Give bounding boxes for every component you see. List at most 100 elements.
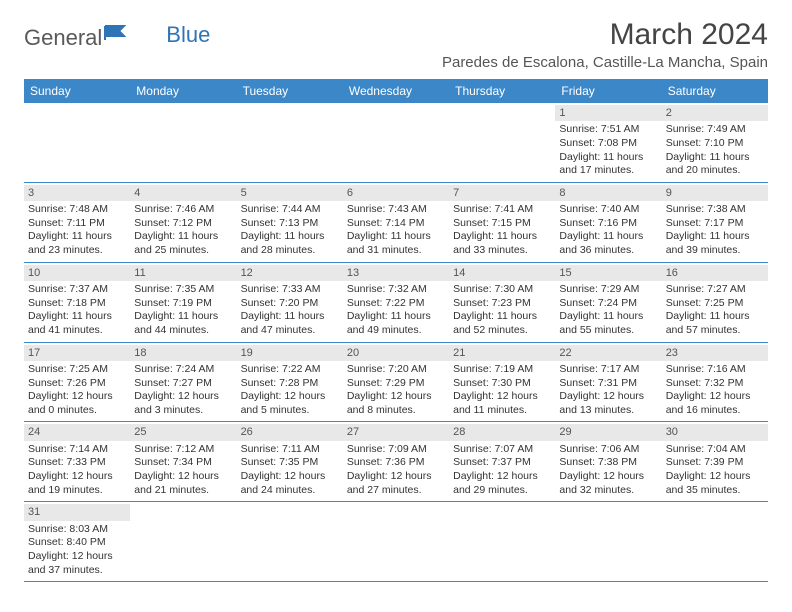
sunrise-text: Sunrise: 7:27 AM [666,283,764,297]
day-number: 19 [237,345,343,361]
day-number: 28 [449,424,555,440]
month-title: March 2024 [442,18,768,52]
day-number: 3 [24,185,130,201]
sunset-text: Sunset: 7:38 PM [559,456,657,470]
day-cell: 26Sunrise: 7:11 AMSunset: 7:35 PMDayligh… [237,422,343,501]
week-row: 1Sunrise: 7:51 AMSunset: 7:08 PMDaylight… [24,103,768,183]
sunset-text: Sunset: 7:16 PM [559,217,657,231]
sunrise-text: Sunrise: 7:12 AM [134,443,232,457]
day-cell: 20Sunrise: 7:20 AMSunset: 7:29 PMDayligh… [343,343,449,422]
sunrise-text: Sunrise: 7:14 AM [28,443,126,457]
sunrise-text: Sunrise: 7:40 AM [559,203,657,217]
sunrise-text: Sunrise: 7:43 AM [347,203,445,217]
weekday-header: Thursday [449,79,555,103]
day-number: 11 [130,265,236,281]
daylight-text: and 29 minutes. [453,484,551,498]
daylight-text: Daylight: 11 hours [453,310,551,324]
daylight-text: Daylight: 12 hours [559,390,657,404]
daylight-text: and 24 minutes. [241,484,339,498]
daylight-text: and 33 minutes. [453,244,551,258]
sunset-text: Sunset: 7:28 PM [241,377,339,391]
sunrise-text: Sunrise: 7:51 AM [559,123,657,137]
daylight-text: and 19 minutes. [28,484,126,498]
sunrise-text: Sunrise: 7:25 AM [28,363,126,377]
sunrise-text: Sunrise: 8:03 AM [28,523,126,537]
daylight-text: and 25 minutes. [134,244,232,258]
day-number: 1 [555,105,661,121]
day-cell: 19Sunrise: 7:22 AMSunset: 7:28 PMDayligh… [237,343,343,422]
day-number: 14 [449,265,555,281]
day-cell: 13Sunrise: 7:32 AMSunset: 7:22 PMDayligh… [343,263,449,342]
week-row: 3Sunrise: 7:48 AMSunset: 7:11 PMDaylight… [24,183,768,263]
day-number: 5 [237,185,343,201]
week-row: 24Sunrise: 7:14 AMSunset: 7:33 PMDayligh… [24,422,768,502]
daylight-text: Daylight: 12 hours [134,390,232,404]
day-number: 9 [662,185,768,201]
empty-cell [130,103,236,182]
sunrise-text: Sunrise: 7:07 AM [453,443,551,457]
sunrise-text: Sunrise: 7:33 AM [241,283,339,297]
sunset-text: Sunset: 7:32 PM [666,377,764,391]
daylight-text: Daylight: 11 hours [666,310,764,324]
daylight-text: and 27 minutes. [347,484,445,498]
daylight-text: Daylight: 12 hours [134,470,232,484]
empty-cell [449,103,555,182]
sunset-text: Sunset: 7:22 PM [347,297,445,311]
location-text: Paredes de Escalona, Castille-La Mancha,… [442,54,768,71]
sunset-text: Sunset: 7:25 PM [666,297,764,311]
day-cell: 9Sunrise: 7:38 AMSunset: 7:17 PMDaylight… [662,183,768,262]
title-block: March 2024 Paredes de Escalona, Castille… [442,18,768,71]
sunset-text: Sunset: 7:15 PM [453,217,551,231]
weekday-header: Wednesday [343,79,449,103]
sunset-text: Sunset: 7:18 PM [28,297,126,311]
day-number: 7 [449,185,555,201]
sunrise-text: Sunrise: 7:06 AM [559,443,657,457]
day-number: 29 [555,424,661,440]
weekday-header-row: SundayMondayTuesdayWednesdayThursdayFrid… [24,79,768,103]
sunset-text: Sunset: 7:31 PM [559,377,657,391]
sunset-text: Sunset: 7:30 PM [453,377,551,391]
weekday-header: Friday [555,79,661,103]
sunset-text: Sunset: 7:26 PM [28,377,126,391]
sunrise-text: Sunrise: 7:49 AM [666,123,764,137]
sunset-text: Sunset: 7:10 PM [666,137,764,151]
day-number: 16 [662,265,768,281]
daylight-text: and 21 minutes. [134,484,232,498]
daylight-text: and 5 minutes. [241,404,339,418]
sunrise-text: Sunrise: 7:17 AM [559,363,657,377]
sunset-text: Sunset: 7:35 PM [241,456,339,470]
sunset-text: Sunset: 7:27 PM [134,377,232,391]
daylight-text: and 8 minutes. [347,404,445,418]
sunrise-text: Sunrise: 7:24 AM [134,363,232,377]
day-cell: 22Sunrise: 7:17 AMSunset: 7:31 PMDayligh… [555,343,661,422]
daylight-text: Daylight: 11 hours [134,310,232,324]
empty-cell [130,502,236,581]
empty-cell [449,502,555,581]
day-number: 15 [555,265,661,281]
sunrise-text: Sunrise: 7:16 AM [666,363,764,377]
day-cell: 2Sunrise: 7:49 AMSunset: 7:10 PMDaylight… [662,103,768,182]
daylight-text: Daylight: 11 hours [134,230,232,244]
daylight-text: and 23 minutes. [28,244,126,258]
sunrise-text: Sunrise: 7:20 AM [347,363,445,377]
daylight-text: and 44 minutes. [134,324,232,338]
daylight-text: Daylight: 12 hours [28,390,126,404]
day-cell: 27Sunrise: 7:09 AMSunset: 7:36 PMDayligh… [343,422,449,501]
sunrise-text: Sunrise: 7:37 AM [28,283,126,297]
daylight-text: and 41 minutes. [28,324,126,338]
day-cell: 6Sunrise: 7:43 AMSunset: 7:14 PMDaylight… [343,183,449,262]
daylight-text: Daylight: 12 hours [666,470,764,484]
daylight-text: Daylight: 11 hours [28,310,126,324]
day-cell: 10Sunrise: 7:37 AMSunset: 7:18 PMDayligh… [24,263,130,342]
daylight-text: and 13 minutes. [559,404,657,418]
day-cell: 1Sunrise: 7:51 AMSunset: 7:08 PMDaylight… [555,103,661,182]
daylight-text: and 11 minutes. [453,404,551,418]
sunset-text: Sunset: 7:34 PM [134,456,232,470]
daylight-text: Daylight: 11 hours [453,230,551,244]
sunrise-text: Sunrise: 7:38 AM [666,203,764,217]
daylight-text: and 3 minutes. [134,404,232,418]
empty-cell [343,103,449,182]
weekday-header: Tuesday [237,79,343,103]
day-cell: 25Sunrise: 7:12 AMSunset: 7:34 PMDayligh… [130,422,236,501]
empty-cell [24,103,130,182]
